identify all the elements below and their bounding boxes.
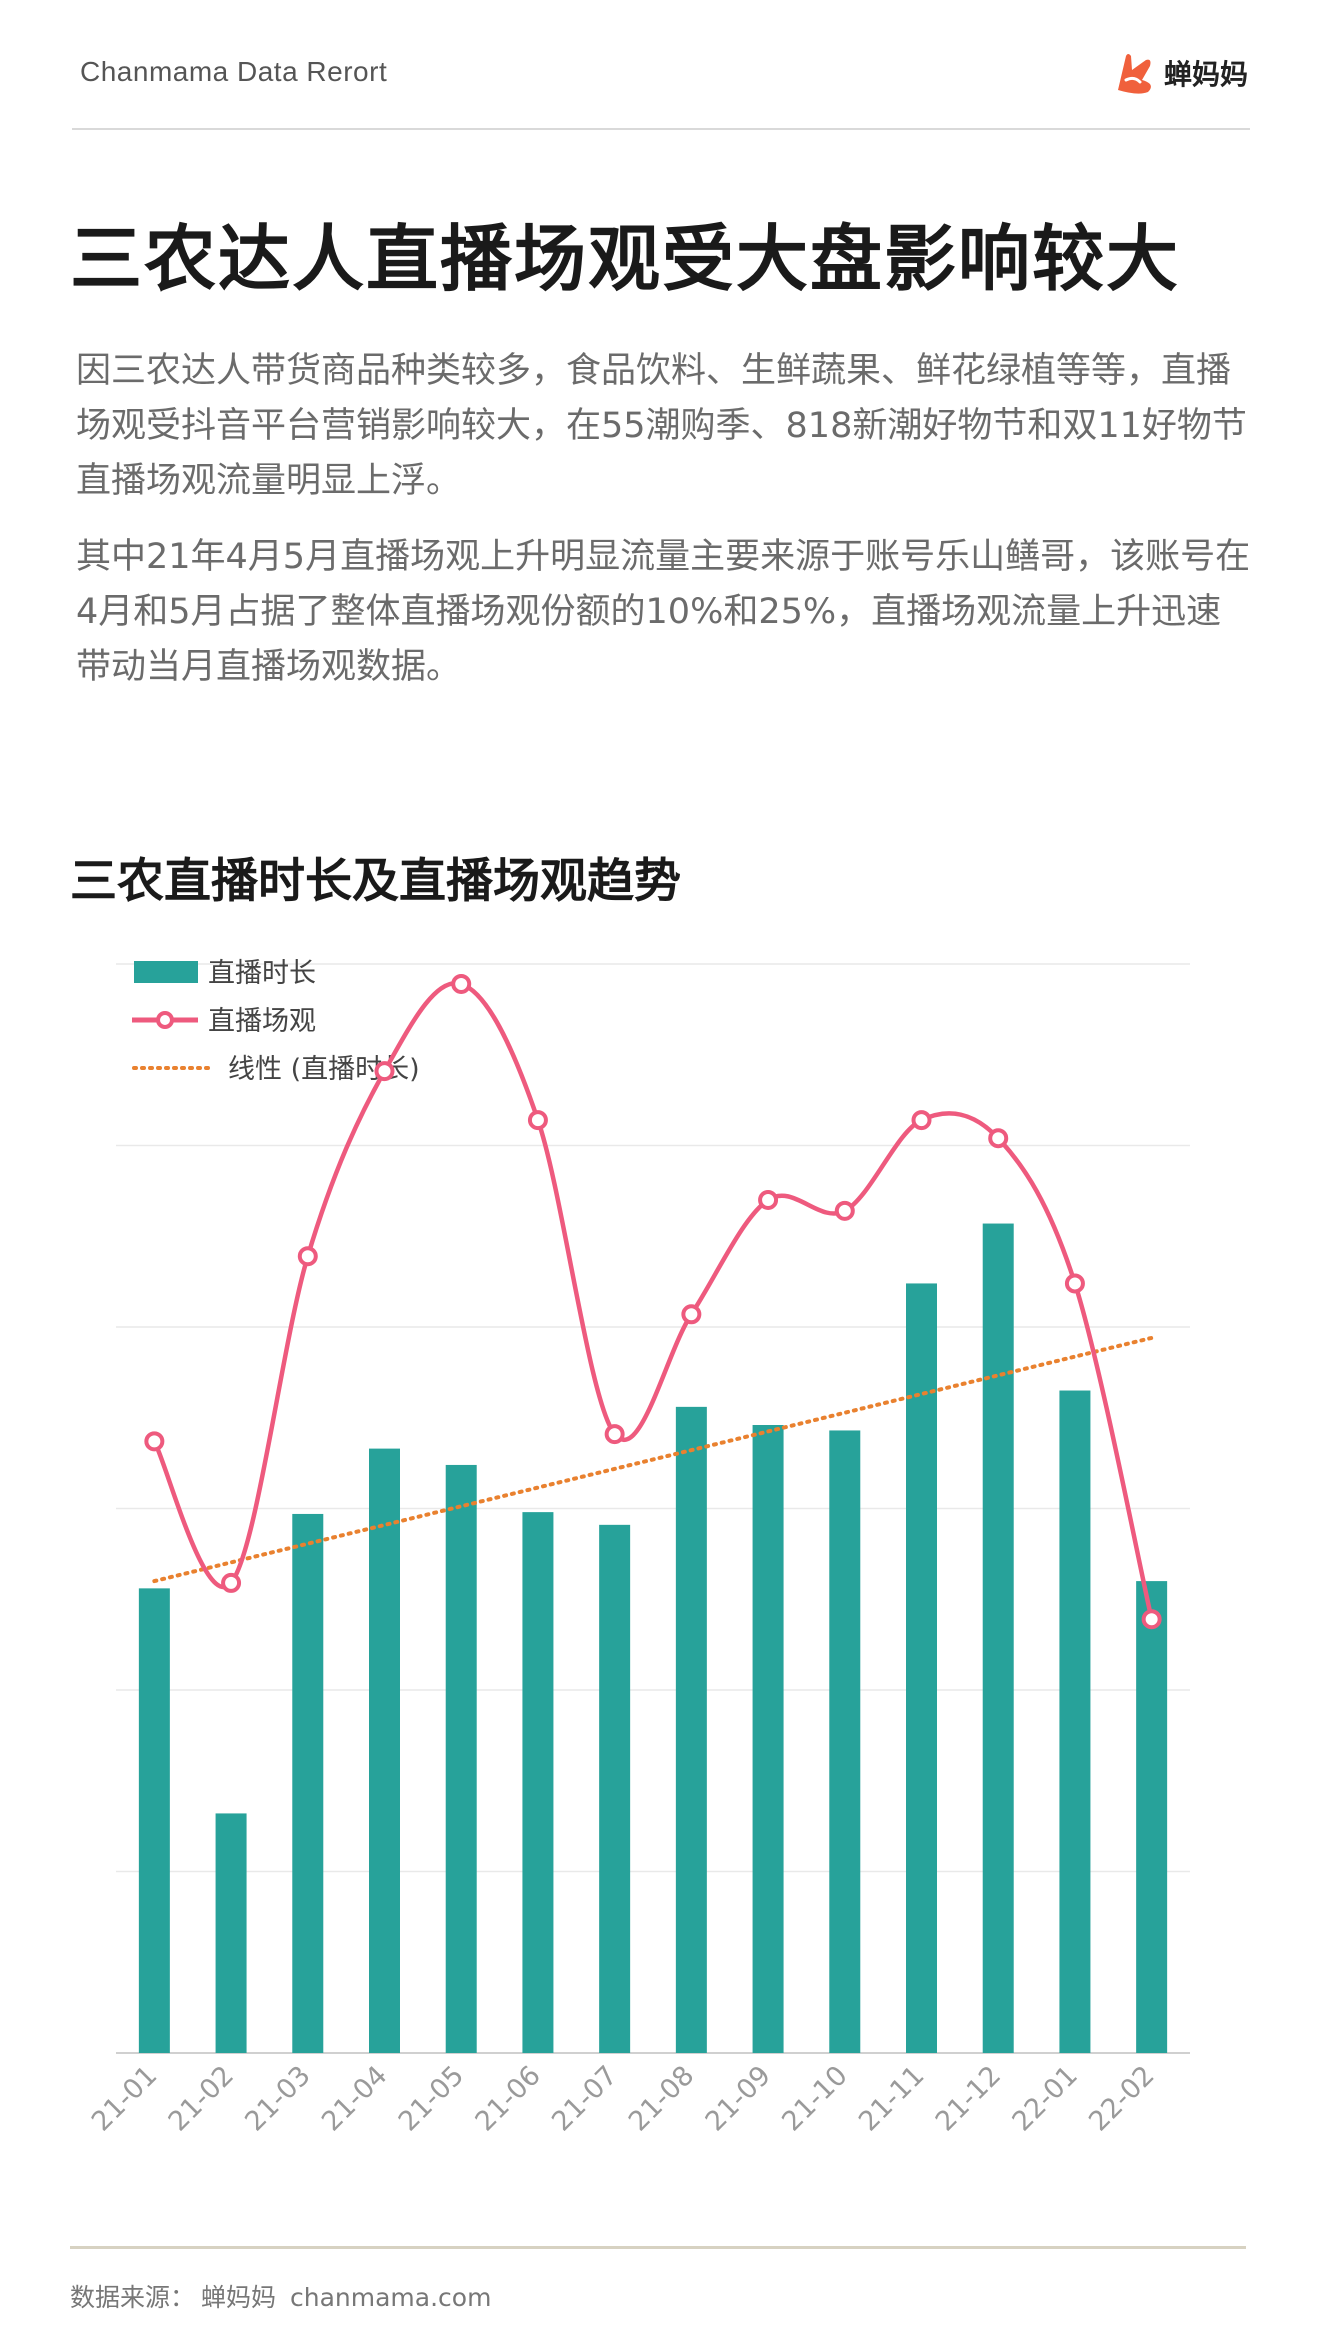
x-tick-label: 21-06: [469, 2060, 546, 2137]
x-tick-label: 21-07: [546, 2060, 623, 2137]
bar-21-07: [599, 1524, 631, 2053]
bar-21-12: [982, 1223, 1014, 2053]
point-22-01: [1064, 1273, 1085, 1294]
point-21-01: [144, 1431, 165, 1452]
point-21-04: [374, 1061, 395, 1082]
bar-22-02: [1136, 1581, 1168, 2053]
header-divider: [72, 128, 1250, 130]
trend-chart: 直播时长 直播场观 线性 (直播时长) 21-01 21-02 21-03 21-04…: [86, 958, 1190, 2137]
legend-bar-label: 直播时长: [208, 958, 316, 989]
x-tick-label: 21-03: [239, 2060, 316, 2137]
bar-21-06: [522, 1512, 554, 2053]
bar-21-03: [292, 1513, 324, 2053]
bar-21-09: [752, 1425, 784, 2053]
point-22-02: [1141, 1609, 1162, 1630]
point-21-05: [451, 973, 472, 994]
bar-21-04: [369, 1448, 400, 2053]
bar-22-01: [1059, 1390, 1091, 2053]
logo: 蝉妈妈: [1112, 50, 1248, 96]
legend-line-label: 直播场观: [208, 1006, 316, 1037]
bar-21-01: [138, 1588, 170, 2053]
intro-paragraph: 因三农达人带货商品种类较多，食品饮料、生鲜蔬果、鲜花绿植等等，直播场观受抖音平台…: [76, 351, 1247, 501]
x-tick-label: 22-02: [1083, 2060, 1160, 2137]
bar-series: [138, 1223, 1168, 2053]
point-21-12: [988, 1128, 1009, 1149]
source-name: 蝉妈妈: [201, 2283, 277, 2312]
point-21-02: [221, 1572, 242, 1593]
x-tick-label: 21-09: [700, 2060, 777, 2137]
brand-header: Chanmama Data Rerort: [80, 56, 388, 87]
point-21-10: [834, 1200, 855, 1221]
x-tick-label: 21-04: [316, 2060, 393, 2137]
bar-21-02: [215, 1813, 247, 2053]
detail-paragraph: 其中21年4月5月直播场观上升明显流量主要来源于账号乐山鳝哥，该账号在4月和5月…: [76, 537, 1251, 687]
bar-21-05: [445, 1464, 477, 2053]
point-21-11: [911, 1110, 932, 1131]
x-tick-label: 21-01: [86, 2060, 163, 2137]
chart-legend: 直播时长 直播场观 线性 (直播时长): [132, 958, 420, 1085]
x-tick-label: 21-10: [776, 2060, 853, 2137]
x-tick-label: 21-12: [930, 2060, 1007, 2137]
footer-source: 数据来源： 蝉妈妈 chanmama.com: [70, 2278, 497, 2314]
point-21-09: [758, 1189, 779, 1210]
line-series: [144, 973, 1162, 1630]
bar-21-11: [906, 1283, 937, 2053]
x-axis: 21-01 21-02 21-03 21-04 21-05 21-06 21-07 21-08…: [86, 2060, 1161, 2137]
point-21-07: [604, 1424, 625, 1445]
chanmama-logo-icon: [1117, 54, 1151, 94]
chart-title: 三农直播时长及直播场观趋势: [70, 854, 681, 909]
chart-grid: [116, 963, 1190, 2054]
point-21-03: [297, 1246, 318, 1267]
legend-bar-swatch: [134, 961, 198, 983]
source-url[interactable]: chanmama.com: [289, 2283, 492, 2312]
bar-21-10: [829, 1430, 861, 2053]
x-tick-label: 21-08: [623, 2060, 700, 2137]
source-label: 数据来源：: [70, 2283, 196, 2312]
x-tick-label: 21-02: [163, 2060, 240, 2137]
point-21-06: [527, 1110, 548, 1131]
footer-divider: [70, 2246, 1246, 2249]
trend-series: [152, 1335, 1154, 1584]
bar-21-08: [675, 1406, 707, 2053]
logo-text: 蝉妈妈: [1163, 58, 1248, 91]
x-tick-label: 21-05: [393, 2060, 470, 2137]
legend-line-marker: [156, 1011, 174, 1029]
page-title: 三农达人直播场观受大盘影响较大: [70, 217, 1181, 301]
x-tick-label: 21-11: [853, 2060, 930, 2137]
point-21-08: [681, 1304, 702, 1325]
x-tick-label: 22-01: [1006, 2060, 1083, 2137]
trend-line: [152, 1335, 1154, 1584]
